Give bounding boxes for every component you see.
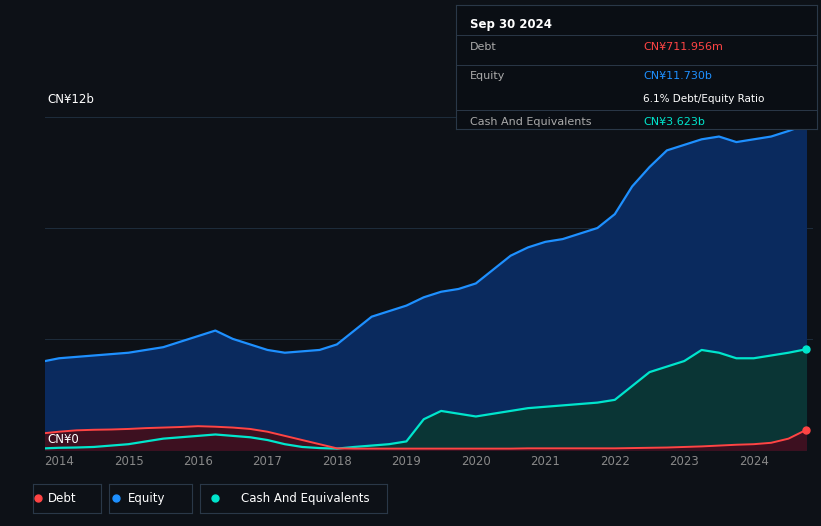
- Text: Debt: Debt: [48, 492, 76, 505]
- Text: Cash And Equivalents: Cash And Equivalents: [470, 117, 592, 127]
- Text: Debt: Debt: [470, 43, 497, 53]
- Text: CN¥711.956m: CN¥711.956m: [644, 43, 723, 53]
- Text: Cash And Equivalents: Cash And Equivalents: [241, 492, 370, 505]
- Text: 6.1% Debt/Equity Ratio: 6.1% Debt/Equity Ratio: [644, 94, 765, 104]
- Text: Sep 30 2024: Sep 30 2024: [470, 17, 552, 31]
- Text: Equity: Equity: [127, 492, 165, 505]
- Text: CN¥12b: CN¥12b: [48, 93, 94, 106]
- Text: CN¥11.730b: CN¥11.730b: [644, 71, 713, 81]
- Text: CN¥0: CN¥0: [48, 432, 79, 446]
- Text: CN¥3.623b: CN¥3.623b: [644, 117, 705, 127]
- Text: Equity: Equity: [470, 71, 506, 81]
